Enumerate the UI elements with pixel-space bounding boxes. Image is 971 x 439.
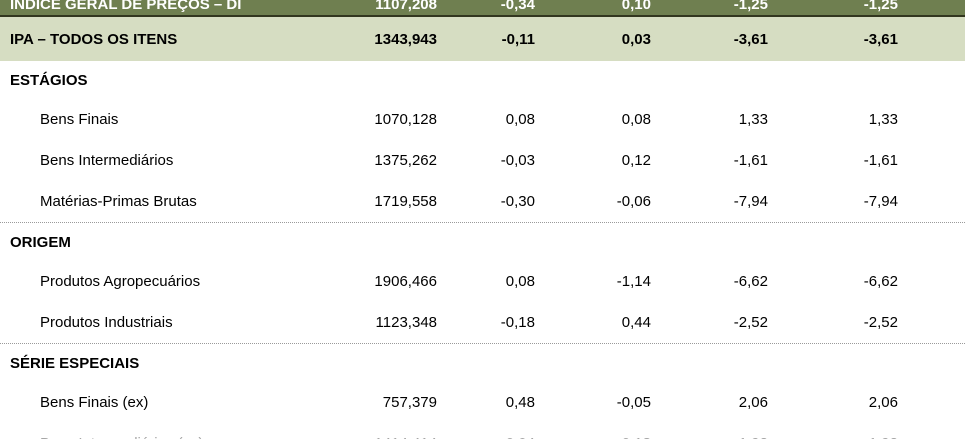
row-value-var1: 0,48 (505, 394, 535, 411)
table-row-ipa-total: IPA – TODOS OS ITENS 1343,943 -0,11 0,03… (0, 17, 965, 61)
row-value-var4: -7,94 (863, 193, 898, 210)
table-row-produtos-agropecuarios: Produtos Agropecuários 1906,466 0,08 -1,… (0, 261, 971, 302)
row-value-var2: 0,03 (621, 30, 651, 48)
row-value-index: 1107,208 (375, 0, 437, 13)
row-value-var1: -0,18 (500, 314, 535, 331)
row-value-var3: -6,62 (733, 273, 768, 290)
table-row-bens-intermediarios-ex: Bens Intermediários (ex) 1414,414 -0,04 … (0, 423, 971, 439)
row-label: Matérias-Primas Brutas (40, 193, 197, 210)
row-value-var1: 0,08 (505, 273, 535, 290)
row-value-var2: -1,14 (616, 273, 651, 290)
row-value-index: 1906,466 (374, 273, 437, 290)
table-row-materias-primas-brutas: Matérias-Primas Brutas 1719,558 -0,30 -0… (0, 181, 971, 222)
row-label: Bens Intermediários (ex) (0, 435, 257, 439)
section-title: ESTÁGIOS (10, 71, 88, 89)
row-value-var3: -3,61 (733, 30, 768, 48)
section-divider (0, 222, 965, 223)
row-value-var1: -0,34 (500, 0, 535, 13)
row-value-var4: -2,52 (863, 314, 898, 331)
row-value-var3: -7,94 (733, 193, 768, 210)
row-label: Bens Finais (ex) (40, 394, 149, 411)
row-label: ÍNDICE GERAL DE PREÇOS – DI (10, 0, 242, 13)
row-value-var1: -0,30 (500, 193, 535, 210)
row-value-var4: -3,61 (863, 30, 898, 48)
table-row-bens-finais-ex: Bens Finais (ex) 757,379 0,48 -0,05 2,06… (0, 382, 971, 423)
row-value-var2: 0,12 (621, 152, 651, 169)
row-value-index: 1414,414 (257, 435, 437, 439)
section-header-origem: ORIGEM (0, 223, 971, 261)
row-value-var3: -1,25 (733, 0, 768, 13)
row-value-index: 1123,348 (375, 314, 437, 331)
row-value-var4: 2,06 (868, 394, 898, 411)
row-label: IPA – TODOS OS ITENS (10, 30, 178, 48)
row-value-var1: -0,03 (500, 152, 535, 169)
row-value-var2: 0,18 (535, 435, 651, 439)
row-value-var4: 1,33 (868, 111, 898, 128)
section-header-estagios: ESTÁGIOS (0, 61, 971, 99)
row-value-var1: -0,04 (437, 435, 535, 439)
row-value-var3: 2,06 (738, 394, 768, 411)
row-value-var2: -0,05 (616, 394, 651, 411)
row-value-var3: 1,33 (738, 111, 768, 128)
table-row-bens-finais: Bens Finais 1070,128 0,08 0,08 1,33 1,33 (0, 99, 971, 140)
table-row-index-header: ÍNDICE GERAL DE PREÇOS – DI 1107,208 -0,… (0, 0, 965, 17)
row-value-var3: -2,52 (733, 314, 768, 331)
row-value-var4: -1,92 (768, 435, 898, 439)
row-label: Bens Finais (40, 111, 119, 128)
row-value-index: 1070,128 (374, 111, 437, 128)
row-value-var4: -1,61 (863, 152, 898, 169)
row-value-var4: -6,62 (863, 273, 898, 290)
row-value-var2: 0,10 (621, 0, 651, 13)
row-value-var1: 0,08 (505, 111, 535, 128)
section-title: SÉRIE ESPECIAIS (10, 354, 140, 372)
row-label: Bens Intermediários (40, 152, 174, 169)
table-row-bens-intermediarios: Bens Intermediários 1375,262 -0,03 0,12 … (0, 140, 971, 181)
row-label: Produtos Industriais (40, 314, 173, 331)
row-value-var4: -1,25 (863, 0, 898, 13)
section-header-serie-especiais: SÉRIE ESPECIAIS (0, 344, 971, 382)
row-label: Produtos Agropecuários (40, 273, 201, 290)
row-value-index: 1719,558 (374, 193, 437, 210)
row-value-var3: -1,92 (651, 435, 768, 439)
row-value-index: 1375,262 (374, 152, 437, 169)
row-value-index: 757,379 (382, 394, 437, 411)
row-value-var2: 0,44 (621, 314, 651, 331)
section-title: ORIGEM (10, 233, 71, 251)
row-value-var1: -0,11 (501, 30, 535, 48)
row-value-index: 1343,943 (374, 30, 437, 48)
row-value-var3: -1,61 (733, 152, 768, 169)
section-divider (0, 343, 965, 344)
row-value-var2: 0,08 (621, 111, 651, 128)
table-row-produtos-industriais: Produtos Industriais 1123,348 -0,18 0,44… (0, 302, 971, 343)
row-value-var2: -0,06 (616, 193, 651, 210)
